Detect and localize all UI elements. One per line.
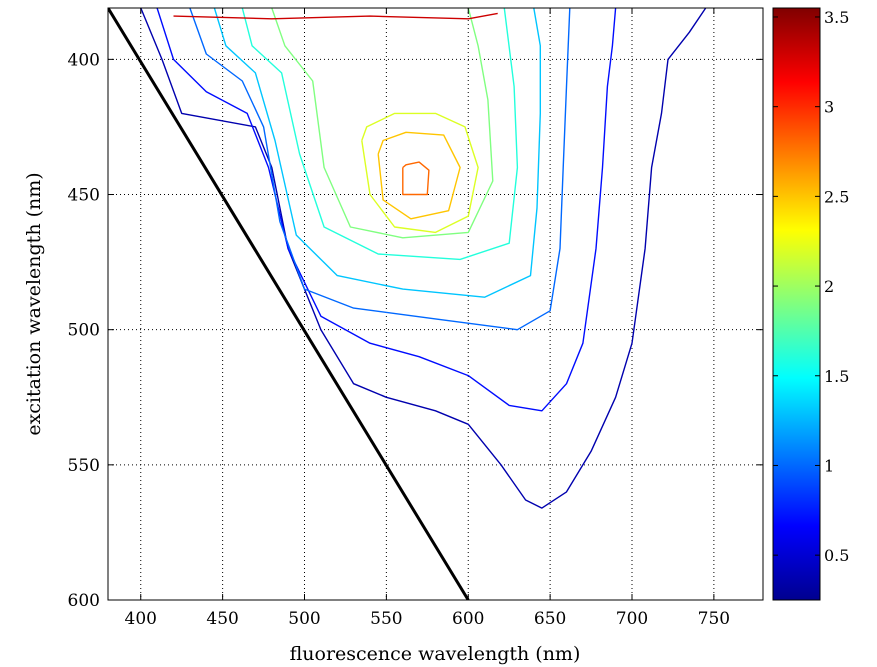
contour-line bbox=[271, 8, 494, 239]
x-tick-label: 750 bbox=[698, 609, 730, 629]
contour-line bbox=[173, 12, 498, 20]
colorbar-tick-label: 1 bbox=[824, 456, 834, 475]
colorbar bbox=[772, 7, 821, 601]
contour-line bbox=[377, 131, 461, 220]
contour-line bbox=[213, 8, 541, 298]
colorbar-tick-label: 2 bbox=[824, 277, 834, 296]
x-tick-label: 700 bbox=[616, 609, 648, 629]
diagonal-line bbox=[108, 8, 470, 600]
x-tick-label: 400 bbox=[125, 609, 157, 629]
contour-line bbox=[241, 8, 519, 261]
y-tick-label: 600 bbox=[68, 591, 100, 611]
axes: 400 450 500 550 600 650 700 750 400 450 500 550 600 bbox=[68, 8, 763, 629]
plot-frame bbox=[107, 7, 764, 601]
contour-line bbox=[402, 161, 430, 196]
contour-line bbox=[361, 112, 479, 234]
x-tick-label: 450 bbox=[206, 609, 238, 629]
x-tick-label: 650 bbox=[534, 609, 566, 629]
colorbar-tick-label: 1.5 bbox=[824, 367, 849, 386]
y-axis-label: excitation wavelength (nm) bbox=[23, 172, 45, 435]
x-axis-label: fluorescence wavelength (nm) bbox=[290, 643, 581, 665]
x-tick-label: 600 bbox=[452, 609, 484, 629]
plot-background bbox=[108, 8, 763, 600]
x-tick-label: 500 bbox=[288, 609, 320, 629]
colorbar-tick-label: 3.5 bbox=[824, 8, 849, 27]
colorbar-tick-label: 2.5 bbox=[824, 187, 849, 206]
y-tick-label: 550 bbox=[68, 456, 100, 476]
colorbar-tick-label: 3 bbox=[824, 98, 834, 117]
contour-line bbox=[156, 8, 617, 412]
colorbar-ticks: 0.5 1 1.5 2 2.5 3 3.5 bbox=[773, 8, 849, 565]
grid bbox=[108, 8, 763, 601]
colorbar-tick-label: 0.5 bbox=[824, 546, 849, 565]
y-tick-label: 500 bbox=[68, 321, 100, 341]
contour-line bbox=[189, 8, 571, 331]
x-tick-label: 550 bbox=[370, 609, 402, 629]
y-tick-label: 450 bbox=[68, 186, 100, 206]
y-tick-label: 400 bbox=[68, 50, 100, 70]
contour-lines bbox=[140, 8, 707, 509]
